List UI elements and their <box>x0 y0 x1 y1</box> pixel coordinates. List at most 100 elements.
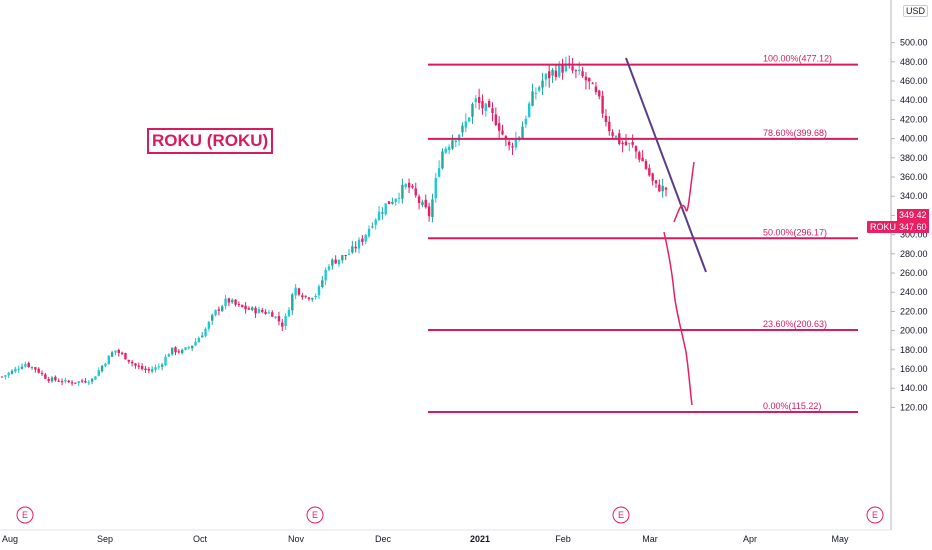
candle-body <box>37 368 40 373</box>
candle-body <box>394 198 397 203</box>
candle-body <box>50 377 54 382</box>
candle-body <box>287 309 291 317</box>
candle-body <box>417 196 421 203</box>
candle-body <box>628 143 631 145</box>
symbol-tag: ROKU <box>867 221 900 233</box>
candle-body <box>561 65 564 73</box>
candle-body <box>544 73 548 80</box>
projection-bounce <box>673 161 695 223</box>
candle-body <box>117 350 120 353</box>
candle-body <box>84 380 87 383</box>
candle-body <box>564 63 568 72</box>
candle-body <box>384 203 387 215</box>
candle-body <box>317 286 321 296</box>
candle-body <box>551 69 554 76</box>
candle-body <box>54 376 57 381</box>
candle-body <box>34 367 37 370</box>
candle-body <box>654 180 658 184</box>
candle-body <box>474 98 478 103</box>
candle-body <box>294 287 297 296</box>
candle-body <box>201 335 204 338</box>
projection-path <box>663 231 693 406</box>
candle-body <box>291 294 294 311</box>
candle-body <box>211 315 214 321</box>
candle-body <box>427 206 431 217</box>
candle-body <box>658 184 661 192</box>
time-tick-label: Feb <box>555 534 571 544</box>
candle-body <box>538 87 541 91</box>
candle-body <box>204 328 207 337</box>
candle-body <box>614 135 618 138</box>
candle-body <box>541 80 544 88</box>
candle-body <box>548 71 551 79</box>
candle-body <box>377 211 381 221</box>
candle-body <box>194 341 197 346</box>
earnings-marker-icon[interactable] <box>16 506 34 524</box>
candle-body <box>140 365 144 370</box>
candle-body <box>144 368 147 370</box>
price-tick-label: 420.00 <box>900 114 928 124</box>
price-tick-label: 280.00 <box>900 249 928 259</box>
candle-body <box>631 142 634 145</box>
candle-body <box>434 178 437 199</box>
candle-body <box>64 379 67 382</box>
price-tick-label: 500.00 <box>900 38 928 48</box>
candle-body <box>227 298 231 303</box>
candle-body <box>347 253 351 255</box>
candle-body <box>374 219 377 225</box>
candle-body <box>267 312 271 314</box>
earnings-marker-icon[interactable] <box>612 506 630 524</box>
price-tick-label: 160.00 <box>900 364 928 374</box>
candle-body <box>638 152 641 160</box>
candle-body <box>367 228 371 237</box>
earnings-marker-icon[interactable] <box>866 506 884 524</box>
price-tick-label: 360.00 <box>900 172 928 182</box>
candle-body <box>104 363 107 367</box>
candle-body <box>301 295 304 298</box>
earnings-marker-icon[interactable] <box>306 506 324 524</box>
candle-body <box>454 140 457 143</box>
price-tick-label: 260.00 <box>900 268 928 278</box>
candle-body <box>94 376 97 380</box>
candle-body <box>147 368 151 371</box>
candle-body <box>170 347 174 355</box>
candle-body <box>110 352 114 357</box>
candle-body <box>391 201 394 204</box>
candle-body <box>197 337 201 343</box>
candle-body <box>4 375 7 377</box>
candle-body <box>177 351 181 353</box>
trend-line[interactable] <box>625 57 707 273</box>
candle-body <box>611 132 614 136</box>
candle-body <box>361 238 364 242</box>
candle-body <box>447 146 451 151</box>
candle-body <box>407 182 411 188</box>
candle-body <box>271 312 274 317</box>
price-tick-label: 180.00 <box>900 345 928 355</box>
time-axis-labels: Aug Sep Oct Nov Dec 2021 Feb Mar Apr May <box>2 534 849 544</box>
candle-body <box>157 366 161 368</box>
candle-body <box>70 382 74 384</box>
currency-label[interactable]: USD <box>903 5 929 17</box>
candle-body <box>648 168 651 176</box>
earnings-marker-label: E <box>618 510 624 520</box>
candle-body <box>221 306 224 312</box>
candle-body <box>424 199 427 208</box>
candle-body <box>441 151 444 169</box>
candle-body <box>497 123 501 131</box>
candle-body <box>481 101 484 109</box>
candle-body <box>224 298 227 307</box>
candle-body <box>124 353 127 360</box>
fib-level-label: 23.60%(200.63) <box>763 319 827 329</box>
candle-body <box>44 374 47 379</box>
candle-body <box>404 184 407 188</box>
price-tick-label: 340.00 <box>900 191 928 201</box>
candle-body <box>160 364 164 367</box>
candle-body <box>87 382 90 384</box>
candle-body <box>484 103 488 111</box>
time-tick-label: Mar <box>642 534 658 544</box>
last-close-label: 347.60 <box>897 221 929 233</box>
candle-body <box>137 365 141 367</box>
last-price-label: 349.42 <box>897 209 929 221</box>
candle-body <box>277 316 281 322</box>
